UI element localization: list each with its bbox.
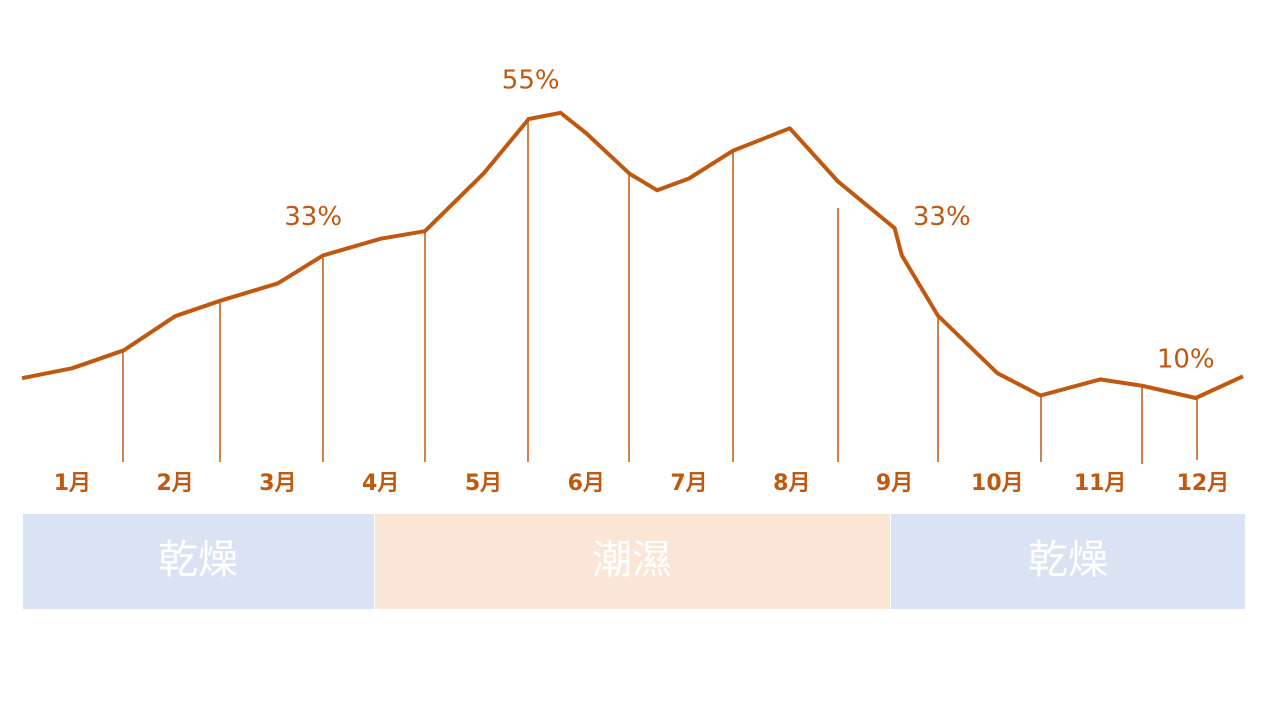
- band: [375, 514, 890, 609]
- x-tick-label: 8月: [773, 471, 810, 496]
- band-label: 乾燥: [158, 537, 238, 583]
- line: [21, 110, 1244, 400]
- x-tick-label: 4月: [362, 471, 399, 496]
- drop-lines: [122, 117, 1198, 464]
- x-tick-label: 9月: [876, 471, 913, 496]
- x-tick-label: 6月: [568, 471, 605, 496]
- annotation: 10%: [1157, 345, 1215, 375]
- x-tick-label: 11月: [1074, 471, 1127, 496]
- annotation: 33%: [284, 202, 342, 232]
- band-label: 乾燥: [1028, 537, 1108, 583]
- bands: 乾燥 潮濕 乾燥: [23, 514, 1245, 609]
- x-tick-label: 1月: [54, 471, 91, 496]
- x-tick-label: 3月: [259, 471, 296, 496]
- band-label: 潮濕: [592, 537, 672, 583]
- x-tick-label: 2月: [156, 471, 193, 496]
- annotation: 55%: [502, 66, 560, 96]
- band: [891, 514, 1245, 609]
- x-tick-label: 12月: [1177, 471, 1230, 496]
- x-tick-label: 7月: [670, 471, 707, 496]
- annotation: 33%: [913, 202, 971, 232]
- x-tick-label: 5月: [465, 471, 502, 496]
- x-tick-label: 10月: [971, 471, 1024, 496]
- band: [23, 514, 374, 609]
